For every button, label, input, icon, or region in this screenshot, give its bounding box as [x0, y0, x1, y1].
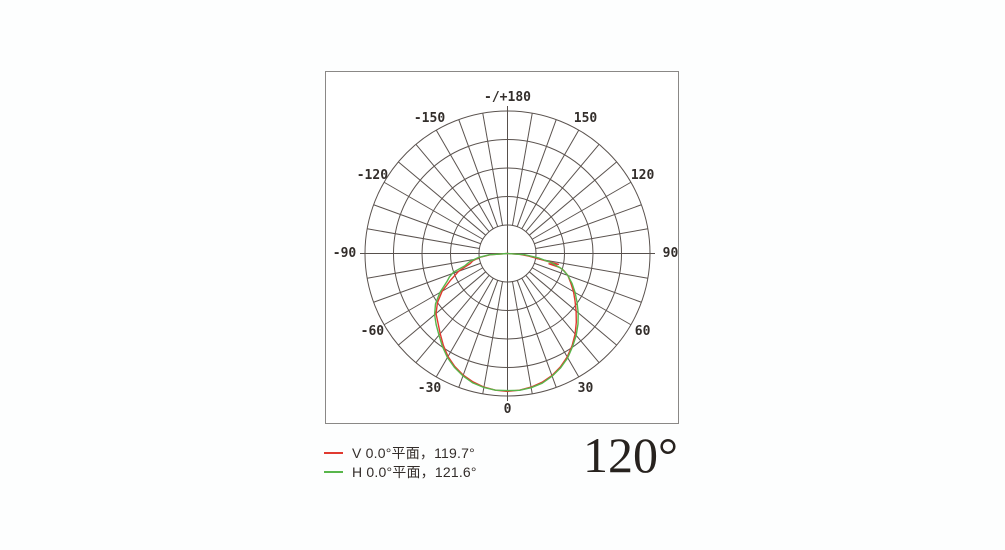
angle-label-150: 150 — [574, 111, 598, 126]
h-plane-curve — [433, 252, 579, 392]
polar-grid-spoke — [458, 280, 499, 388]
polar-grid-spoke — [367, 228, 480, 250]
polar-grid-spoke — [415, 275, 490, 363]
polar-grid-spoke — [529, 271, 617, 346]
polar-grid-spoke — [482, 113, 504, 226]
polar-grid-spoke — [367, 257, 480, 279]
angle-label--150: -150 — [414, 111, 445, 126]
polar-grid-spoke — [511, 113, 533, 226]
polar-grid-spoke — [535, 228, 648, 250]
polar-grid-spoke — [458, 119, 499, 227]
angle-label-60: 60 — [635, 324, 651, 339]
polar-grid-spoke — [521, 277, 580, 378]
angle-label--30: -30 — [418, 381, 442, 396]
angle-label-90: 90 — [663, 246, 678, 261]
polar-grid-spoke — [525, 275, 600, 363]
angle-label-0: 0 — [504, 402, 512, 417]
polar-grid-spoke — [531, 267, 632, 326]
polar-grid-spoke — [435, 129, 494, 230]
polar-grid-spoke — [398, 271, 486, 346]
angle-label--90: -90 — [333, 246, 357, 261]
polar-grid-spoke — [511, 281, 533, 394]
beam-angle-value: 120° — [583, 427, 678, 483]
angle-label--120: -120 — [357, 168, 388, 183]
polar-grid-spoke — [398, 161, 486, 236]
polar-chart-frame: 0 30 60 90 120 150 -/+180 -150 -120 -90 -60 -30 — [325, 71, 679, 424]
legend-item-v-plane: V 0.0°平面，119.7° — [324, 443, 477, 462]
polar-grid-spoke — [531, 181, 632, 240]
polar-grid-spoke — [415, 144, 490, 232]
polar-grid-spoke — [516, 119, 557, 227]
polar-grid-spoke — [534, 262, 642, 303]
angle-label-180: -/+180 — [484, 90, 531, 105]
polar-intensity-chart: 0 30 60 90 120 150 -/+180 -150 -120 -90 -60 -30 — [333, 90, 678, 417]
v-plane-label: V 0.0°平面，119.7° — [352, 444, 475, 461]
polar-grid-spoke — [516, 280, 557, 388]
polar-grid-spoke — [373, 204, 481, 245]
polar-grid-spoke — [521, 129, 580, 230]
h-plane-label: H 0.0°平面，121.6° — [352, 463, 477, 480]
legend: V 0.0°平面，119.7° H 0.0°平面，121.6° — [324, 443, 477, 481]
angle-label-30: 30 — [578, 381, 594, 396]
polar-grid-spoke — [373, 262, 481, 303]
polar-grid-spoke — [383, 267, 484, 326]
polar-grid-spoke — [383, 181, 484, 240]
polar-grid-spoke — [525, 144, 600, 232]
polar-grid-spoke — [535, 257, 648, 279]
polar-grid-spoke — [482, 281, 504, 394]
polar-grid-spoke — [534, 204, 642, 245]
legend-item-h-plane: H 0.0°平面，121.6° — [324, 462, 477, 481]
polar-grid-spoke — [529, 161, 617, 236]
angle-label--60: -60 — [361, 324, 385, 339]
polar-grid-spoke — [435, 277, 494, 378]
v-plane-swatch — [324, 451, 343, 454]
angle-label-120: 120 — [631, 168, 655, 183]
h-plane-swatch — [324, 470, 343, 473]
